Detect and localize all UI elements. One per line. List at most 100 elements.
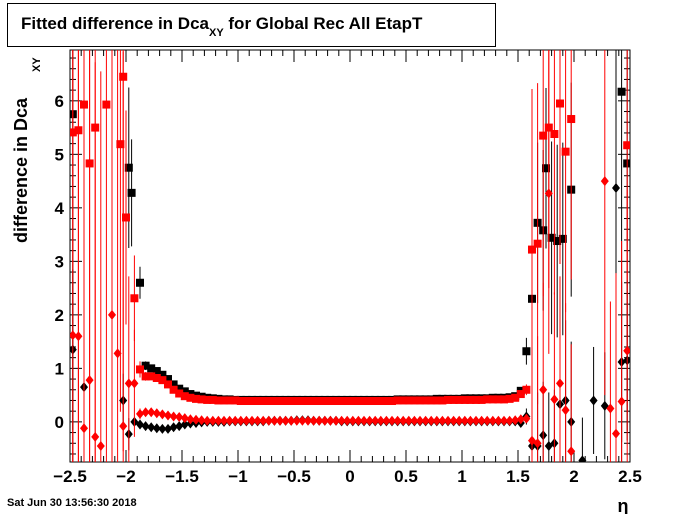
data-point-diamond xyxy=(477,415,486,426)
chart-title-suffix: for Global Rec All EtapT xyxy=(223,14,423,33)
data-point-diamond xyxy=(281,415,290,426)
data-point-diamond xyxy=(113,348,122,359)
x-tick-label: −1.5 xyxy=(165,467,199,486)
data-point-square xyxy=(547,233,556,242)
data-point-diamond xyxy=(360,415,368,426)
data-point-square xyxy=(399,396,408,405)
data-point-diamond xyxy=(612,183,620,194)
data-point-diamond xyxy=(85,375,94,386)
data-point-diamond xyxy=(108,309,116,320)
data-point-square xyxy=(472,395,480,404)
data-point-square xyxy=(270,397,279,406)
data-point-diamond xyxy=(589,395,598,406)
data-point-diamond xyxy=(180,419,189,430)
data-point-diamond xyxy=(80,423,88,434)
data-point-square xyxy=(136,278,144,287)
data-point-square xyxy=(315,397,324,406)
data-point-diamond xyxy=(164,423,172,434)
data-layer xyxy=(70,50,630,462)
y-tick-label: 4 xyxy=(55,199,65,218)
y-axis-label: difference in Dca xyxy=(11,97,31,243)
data-point-square xyxy=(516,390,525,399)
data-point-square xyxy=(214,396,223,405)
data-point-diamond xyxy=(119,421,128,432)
data-point-diamond xyxy=(276,415,284,426)
data-point-square xyxy=(158,370,167,379)
x-tick-label: 1 xyxy=(457,467,466,486)
data-point-square xyxy=(141,372,150,381)
data-point-square xyxy=(528,245,536,254)
data-point-square xyxy=(253,397,262,406)
data-point-diamond xyxy=(606,403,615,414)
data-point-diamond xyxy=(169,422,178,433)
data-point-diamond xyxy=(304,415,312,426)
data-point-square xyxy=(169,385,178,394)
data-point-diamond xyxy=(522,413,531,424)
data-point-square xyxy=(141,361,150,370)
data-point-square xyxy=(449,395,458,404)
data-point-square xyxy=(116,140,125,149)
data-point-square xyxy=(388,397,396,406)
data-point-square xyxy=(70,128,77,137)
data-point-square xyxy=(393,396,402,405)
chart-title-prefix: Fitted difference in Dca xyxy=(21,14,209,33)
data-point-square xyxy=(477,395,486,404)
data-point-square xyxy=(175,389,184,398)
data-point-square xyxy=(455,395,464,404)
data-point-diamond xyxy=(371,415,380,426)
data-point-diamond xyxy=(365,415,374,426)
y-tick-label: 0 xyxy=(55,413,64,432)
data-point-diamond xyxy=(567,446,576,457)
data-point-square xyxy=(348,397,357,406)
chart-title-subscript: XY xyxy=(208,27,224,39)
data-point-square xyxy=(483,395,492,404)
data-point-diamond xyxy=(505,415,514,426)
data-point-square xyxy=(567,115,576,124)
data-point-diamond xyxy=(382,415,391,426)
data-point-diamond xyxy=(147,422,156,433)
data-point-square xyxy=(438,396,447,405)
data-point-diamond xyxy=(147,407,156,418)
data-point-square xyxy=(225,396,234,405)
x-tick-label: 2.5 xyxy=(618,467,642,486)
data-point-diamond xyxy=(192,414,200,425)
data-point-diamond xyxy=(483,415,492,426)
data-point-square xyxy=(416,396,424,405)
data-point-square xyxy=(432,396,441,405)
data-point-diamond xyxy=(158,409,167,420)
data-point-square xyxy=(175,384,184,393)
data-point-square xyxy=(444,395,452,404)
data-point-diamond xyxy=(236,415,245,426)
data-point-square xyxy=(180,392,189,401)
data-point-square xyxy=(360,397,368,406)
data-point-diamond xyxy=(623,355,630,366)
x-tick-label: 2 xyxy=(569,467,578,486)
data-point-diamond xyxy=(337,415,346,426)
data-point-diamond xyxy=(141,421,150,432)
data-point-square xyxy=(623,159,630,168)
data-point-square xyxy=(292,397,301,406)
data-point-diamond xyxy=(511,415,520,426)
data-point-square xyxy=(320,397,329,406)
data-point-square xyxy=(186,393,195,402)
data-point-square xyxy=(522,385,531,394)
data-point-square xyxy=(550,130,559,139)
data-point-diamond xyxy=(141,407,150,418)
data-point-square xyxy=(192,394,200,403)
x-axis-label: η xyxy=(618,496,629,514)
data-point-square xyxy=(561,147,570,156)
data-point-square xyxy=(382,397,391,406)
data-point-diamond xyxy=(214,415,223,426)
data-point-square xyxy=(248,397,256,406)
data-point-square xyxy=(147,372,156,381)
data-point-square xyxy=(343,397,352,406)
data-point-diamond xyxy=(617,396,626,407)
data-point-diamond xyxy=(404,415,413,426)
data-point-diamond xyxy=(416,415,424,426)
x-tick-label: 0.5 xyxy=(394,467,418,486)
data-point-diamond xyxy=(225,415,234,426)
data-point-square xyxy=(542,164,550,173)
x-tick-label: 0 xyxy=(345,467,354,486)
data-point-square xyxy=(147,364,156,373)
